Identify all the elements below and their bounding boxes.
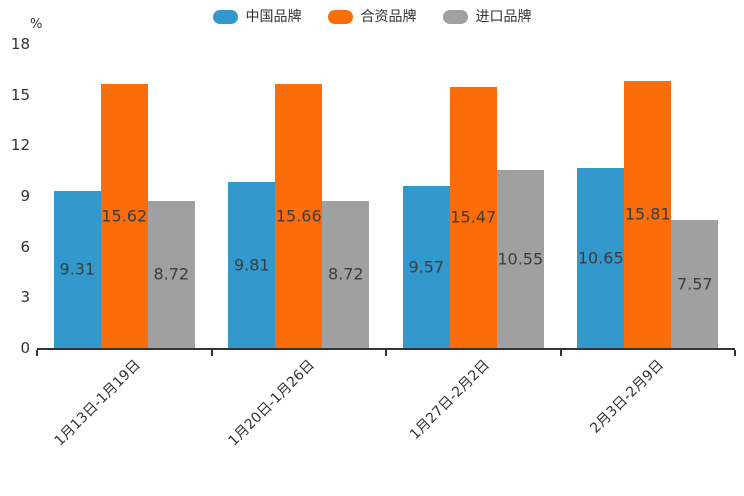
bar-value-label: 9.81 — [233, 255, 270, 275]
bar-合资品牌-2月3日-2月9日 — [624, 80, 672, 348]
bar-value-label: 15.66 — [275, 206, 322, 226]
bar-进口品牌-2月3日-2月9日 — [671, 220, 719, 348]
bar-中国品牌-1月20日-1月26日 — [228, 182, 276, 348]
bar-value-label: 9.31 — [59, 259, 96, 279]
legend-label: 合资品牌 — [360, 9, 417, 25]
legend-swatch-china-brand — [212, 10, 238, 24]
y-axis-tick-label: 3 — [20, 288, 30, 307]
bar-进口品牌-1月20日-1月26日 — [322, 200, 370, 348]
bar-value-label: 15.81 — [624, 204, 671, 224]
legend-label: 中国品牌 — [245, 9, 302, 25]
bar-中国品牌-1月27日-2月2日 — [402, 186, 450, 348]
legend-swatch-joint-venture-brand — [327, 10, 353, 24]
y-axis-tick-label: 18 — [10, 35, 30, 53]
x-axis-category-label: 2月3日-2月9日 — [587, 357, 668, 437]
x-axis-category-label: 1月27日-2月2日 — [406, 357, 493, 443]
bar-value-label: 9.57 — [408, 257, 445, 277]
legend-item-joint-venture-brand[interactable]: 合资品牌 — [327, 8, 417, 26]
x-axis-category-label: 1月20日-1月26日 — [225, 357, 319, 450]
legend-item-import-brand[interactable]: 进口品牌 — [442, 8, 532, 26]
bar-合资品牌-1月13日-1月19日 — [100, 84, 148, 348]
x-axis-tick — [36, 350, 38, 356]
bar-中国品牌-2月3日-2月9日 — [577, 168, 625, 348]
legend-swatch-import-brand — [442, 10, 468, 24]
bar-合资品牌-1月27日-2月2日 — [449, 86, 497, 348]
y-axis-tick-label: 9 — [20, 187, 30, 205]
bar-value-label: 15.47 — [450, 207, 497, 227]
x-axis-tick — [559, 350, 562, 356]
legend-label: 进口品牌 — [475, 9, 532, 25]
y-axis-tick-label: 15 — [10, 85, 30, 104]
legend-item-china-brand[interactable]: 中国品牌 — [212, 8, 302, 26]
bar-value-label: 7.57 — [676, 274, 713, 294]
bar-value-label: 10.55 — [497, 249, 544, 269]
y-axis-unit-label: % — [30, 17, 43, 32]
y-axis-tick-label: 6 — [20, 237, 30, 256]
bar-合资品牌-1月20日-1月26日 — [275, 83, 323, 348]
legend: 中国品牌 合资品牌 进口品牌 — [0, 8, 744, 26]
bar-value-label: 10.65 — [577, 248, 624, 268]
x-axis-tick — [385, 350, 387, 356]
bar-value-label: 8.72 — [153, 264, 190, 284]
y-axis-tick-label: 12 — [10, 136, 30, 155]
x-axis-category-label: 1月13日-1月19日 — [51, 357, 144, 450]
x-axis-line — [37, 348, 735, 350]
bar-value-label: 8.72 — [327, 264, 364, 284]
x-axis-tick — [734, 350, 736, 356]
y-axis-tick-label: 0 — [20, 339, 30, 357]
bar-进口品牌-1月13日-1月19日 — [147, 200, 195, 348]
bar-value-label: 15.62 — [101, 206, 148, 226]
bar-进口品牌-1月27日-2月2日 — [496, 169, 544, 348]
x-axis-tick — [210, 350, 213, 356]
bar-中国品牌-1月13日-1月19日 — [53, 190, 101, 348]
